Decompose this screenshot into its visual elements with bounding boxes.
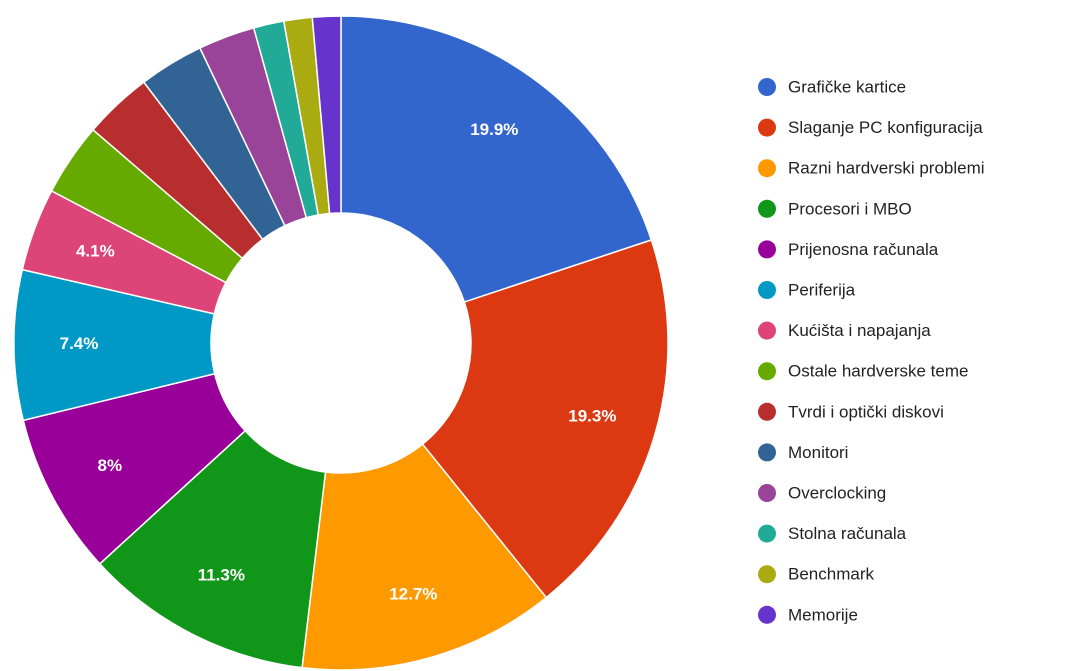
data-label: 7.4% [60,334,99,353]
legend-label: Grafičke kartice [788,77,906,96]
legend-marker [758,443,776,462]
legend-label: Memorije [788,605,858,624]
legend-label: Tvrdi i optički diskovi [788,402,944,421]
data-label: 8% [98,456,123,475]
legend-marker [758,281,776,299]
legend-label: Kućišta i napajanja [788,321,931,340]
legend-marker [758,321,776,340]
legend-label: Razni hardverski problemi [788,159,985,178]
legend-marker [758,362,776,381]
legend-marker [758,240,776,259]
legend-marker [758,78,776,96]
slice [340,15,653,303]
data-label: 19.3% [568,406,616,425]
legend-label: Ostale hardverske teme [788,362,968,381]
data-label: 19.9% [470,120,518,139]
legend-marker [758,159,776,178]
legend-label: Slaganje PC konfiguracija [788,118,983,137]
legend-marker [758,402,776,421]
slice [301,443,548,671]
legend-marker [758,484,776,502]
legend-label: Prijenosna računala [788,240,939,259]
legend-marker [758,605,776,624]
legend-marker [758,565,776,584]
slice [98,429,327,669]
data-label: 4.1% [76,241,115,260]
slice [421,239,669,599]
legend-marker [758,199,776,218]
legend-label: Overclocking [788,483,886,502]
data-label: 11.3% [198,566,245,585]
data-label: 12.7% [389,584,437,603]
legend-label: Monitori [788,443,848,462]
legend-label: Benchmark [788,565,874,584]
legend-label: Procesori i MBO [788,199,912,218]
legend-label: Periferija [788,280,856,299]
slice [311,15,342,215]
legend-marker [758,524,776,543]
legend-label: Stolna računala [788,524,907,543]
legend-marker [758,118,776,137]
